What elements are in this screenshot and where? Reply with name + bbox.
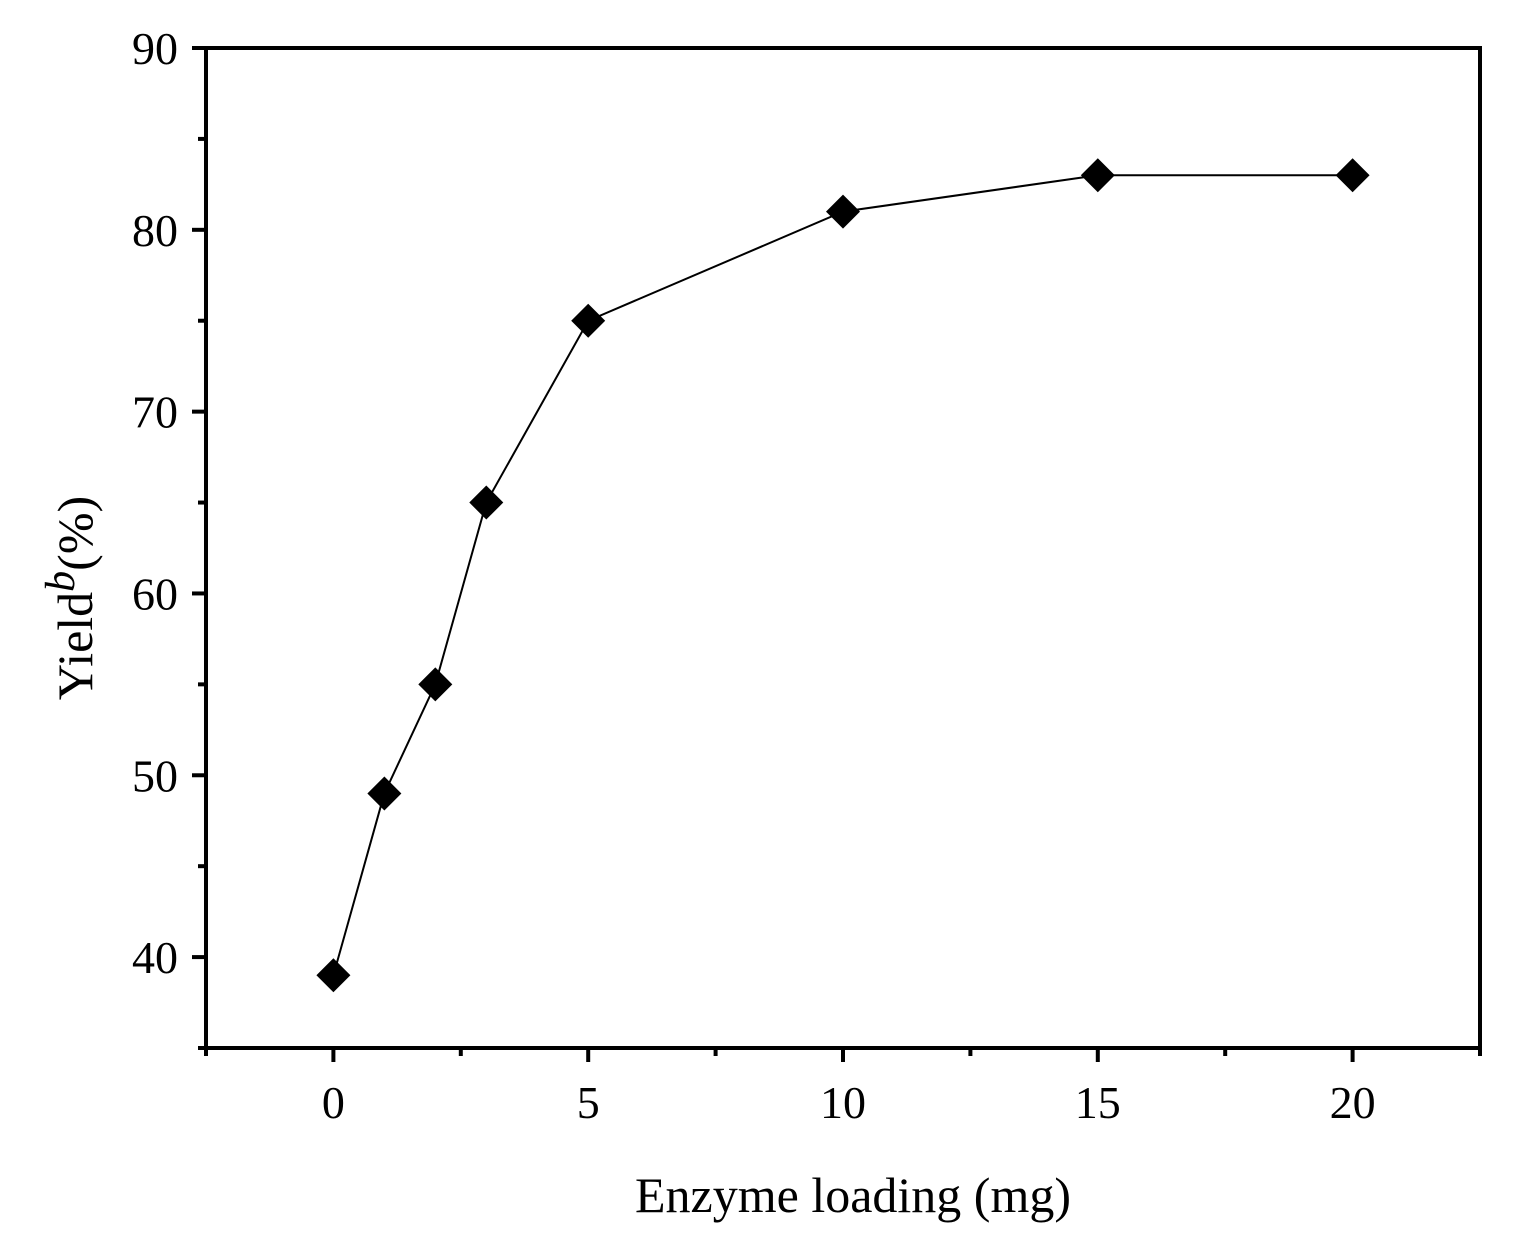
y-axis-label-unit: (%)	[47, 496, 103, 571]
y-tick-label: 90	[132, 23, 178, 74]
data-point-marker	[571, 303, 606, 338]
y-axis-label-main: Yield	[47, 592, 103, 700]
x-tick-label: 5	[577, 1077, 600, 1128]
data-point-marker	[418, 667, 453, 702]
y-tick-label: 60	[132, 568, 178, 619]
x-tick-label: 15	[1075, 1077, 1121, 1128]
y-axis-label-superscript: b	[38, 571, 84, 592]
data-point-marker	[316, 958, 351, 993]
data-point-marker	[469, 485, 504, 520]
series-line	[332, 174, 1353, 976]
y-tick-label: 70	[132, 387, 178, 438]
x-tick-label: 10	[820, 1077, 866, 1128]
data-point-marker	[367, 776, 402, 811]
y-axis-label: Yieldb(%)	[38, 496, 103, 700]
y-tick-label: 40	[132, 932, 178, 983]
y-tick-label: 80	[132, 205, 178, 256]
data-point-marker	[1335, 158, 1370, 193]
data-point-marker	[826, 194, 860, 229]
y-tick-label: 50	[132, 750, 178, 801]
axis-ticks	[192, 46, 1482, 1062]
data-point-marker	[1080, 158, 1115, 193]
x-axis-label: Enzyme loading (mg)	[635, 1167, 1071, 1223]
axis-tick-labels: 0 5 10 15 20 40 50 60 70 80 90	[132, 23, 1376, 1128]
x-tick-label: 20	[1330, 1077, 1376, 1128]
x-tick-label: 0	[322, 1077, 345, 1128]
data-markers	[316, 158, 1370, 993]
